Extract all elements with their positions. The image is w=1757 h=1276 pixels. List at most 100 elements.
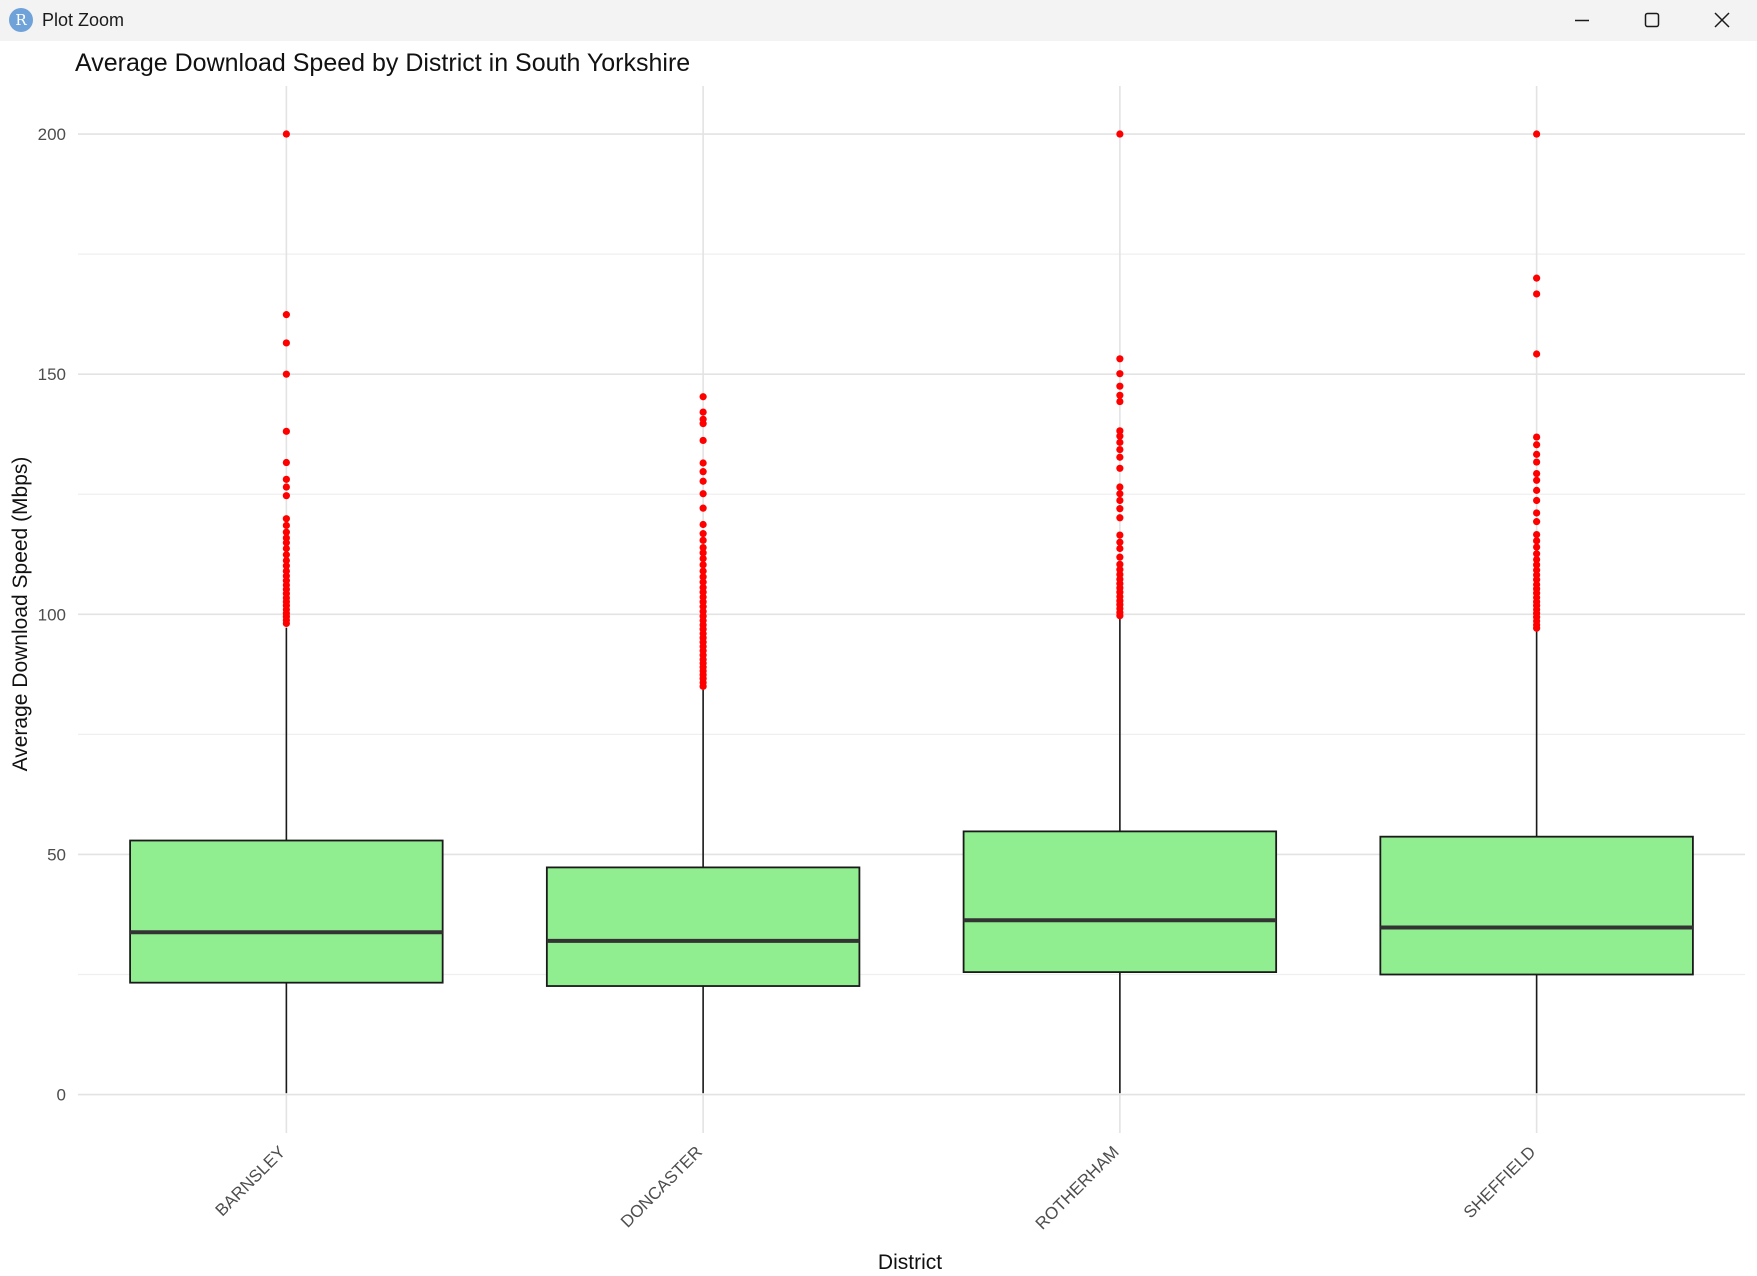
chart-title: Average Download Speed by District in So…	[75, 49, 690, 77]
boxplot-boxes	[129, 130, 1694, 1094]
outlier-point	[282, 619, 290, 628]
y-tick-label: 100	[38, 605, 66, 624]
maximize-button[interactable]	[1617, 0, 1687, 41]
outlier-point	[699, 682, 707, 690]
x-axis-label: District	[878, 1251, 942, 1274]
outlier-point	[282, 458, 290, 467]
outlier-point	[1116, 544, 1124, 553]
outlier-point	[1116, 553, 1124, 561]
outlier-point	[282, 492, 290, 500]
outlier-point	[699, 420, 707, 428]
outlier-point	[699, 468, 707, 476]
outlier-point	[1533, 350, 1541, 358]
outlier-point	[1116, 355, 1124, 363]
outlier-point	[699, 554, 707, 563]
outlier-point	[1116, 427, 1124, 435]
box-iqr	[1379, 835, 1694, 976]
outlier-point	[699, 393, 707, 401]
outlier-point	[282, 539, 290, 547]
outlier-point	[1116, 445, 1124, 454]
outlier-point	[282, 521, 290, 530]
outlier-point	[1533, 550, 1541, 558]
outlier-point	[699, 567, 707, 575]
x-axis-ticks: BARNSLEY DONCASTER ROTHERHAM SHEFFIELD	[212, 1142, 1540, 1233]
box-iqr	[129, 839, 444, 984]
outlier-point	[699, 561, 707, 569]
outlier-point	[1533, 274, 1541, 282]
box-sheffield	[1379, 130, 1694, 1094]
outlier-point	[1116, 464, 1124, 472]
outlier-point	[282, 551, 290, 559]
outlier-point	[282, 427, 290, 435]
outlier-point	[1116, 432, 1124, 440]
y-tick-label: 50	[47, 845, 66, 864]
outlier-point	[282, 528, 290, 536]
close-icon	[1714, 12, 1730, 28]
outlier-point	[699, 543, 707, 552]
outlier-point	[282, 556, 290, 565]
outlier-point	[1116, 453, 1124, 461]
outlier-point	[1116, 490, 1124, 498]
y-tick-label: 150	[38, 365, 66, 384]
x-tick-label: DONCASTER	[617, 1142, 706, 1231]
outlier-point	[699, 504, 707, 512]
outlier-point	[1533, 290, 1541, 298]
outlier-point	[1533, 561, 1541, 569]
outlier-point	[1533, 509, 1541, 517]
outlier-point	[1533, 530, 1541, 539]
outlier-point	[1533, 555, 1541, 564]
outlier-point	[1533, 624, 1541, 632]
outlier-point	[1116, 397, 1124, 406]
outlier-point	[282, 339, 290, 347]
x-tick-label: SHEFFIELD	[1460, 1142, 1540, 1222]
box-iqr	[962, 830, 1278, 974]
r-logo-icon: R	[9, 8, 33, 32]
boxplot-chart: Average Download Speed by District in So…	[9, 49, 1745, 1274]
outlier-point	[1533, 496, 1541, 505]
outlier-point	[1116, 496, 1124, 505]
outlier-point	[282, 130, 290, 138]
outlier-point	[1533, 458, 1541, 466]
minimize-button[interactable]	[1547, 0, 1617, 41]
outlier-point	[1116, 531, 1124, 539]
outlier-point	[699, 578, 707, 586]
y-axis-label: Average Download Speed (Mbps)	[9, 457, 32, 772]
outlier-point	[699, 549, 707, 557]
outlier-point	[282, 475, 290, 483]
outlier-point	[699, 530, 707, 538]
outlier-point	[1116, 438, 1124, 446]
outlier-point	[1116, 505, 1124, 513]
outlier-point	[282, 370, 290, 378]
outlier-point	[699, 520, 707, 529]
x-tick-label: BARNSLEY	[212, 1142, 290, 1220]
outlier-point	[282, 544, 290, 553]
outlier-point	[1116, 514, 1124, 522]
outlier-point	[699, 459, 707, 467]
close-button[interactable]	[1687, 0, 1757, 41]
outlier-point	[282, 562, 290, 570]
box-iqr	[545, 866, 861, 987]
outlier-point	[1533, 486, 1541, 494]
outlier-point	[282, 515, 290, 523]
y-axis-ticks: 0 50 100 150 200	[38, 125, 66, 1105]
box-doncaster	[545, 393, 861, 1094]
outlier-point	[1116, 483, 1124, 491]
window-titlebar: R Plot Zoom	[0, 0, 1757, 41]
minimize-icon	[1575, 19, 1589, 22]
outlier-point	[699, 408, 707, 416]
outlier-point	[699, 436, 707, 445]
maximize-icon	[1644, 12, 1660, 28]
outlier-point	[1533, 130, 1541, 138]
box-rotherham	[962, 130, 1278, 1094]
outlier-point	[699, 536, 707, 544]
outlier-point	[1533, 543, 1541, 551]
outlier-point	[699, 477, 707, 485]
outlier-point	[699, 573, 707, 581]
window-title: Plot Zoom	[42, 10, 125, 30]
outlier-point	[1116, 130, 1124, 138]
outlier-point	[1533, 518, 1541, 526]
x-tick-label: ROTHERHAM	[1032, 1142, 1123, 1233]
outlier-point	[699, 490, 707, 498]
outlier-point	[1116, 382, 1124, 390]
y-tick-label: 200	[38, 125, 66, 144]
